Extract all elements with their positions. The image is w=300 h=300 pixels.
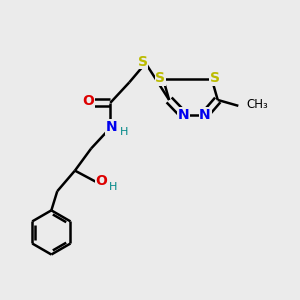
Text: S: S — [210, 71, 220, 85]
Text: S: S — [138, 55, 148, 69]
Text: O: O — [95, 174, 107, 188]
Text: O: O — [82, 94, 94, 108]
Text: N: N — [199, 108, 211, 122]
Text: H: H — [109, 182, 117, 192]
Text: S: S — [155, 71, 165, 85]
Text: CH₃: CH₃ — [247, 98, 268, 111]
Text: N: N — [106, 120, 118, 134]
Text: N: N — [178, 108, 189, 122]
Text: H: H — [120, 127, 129, 137]
